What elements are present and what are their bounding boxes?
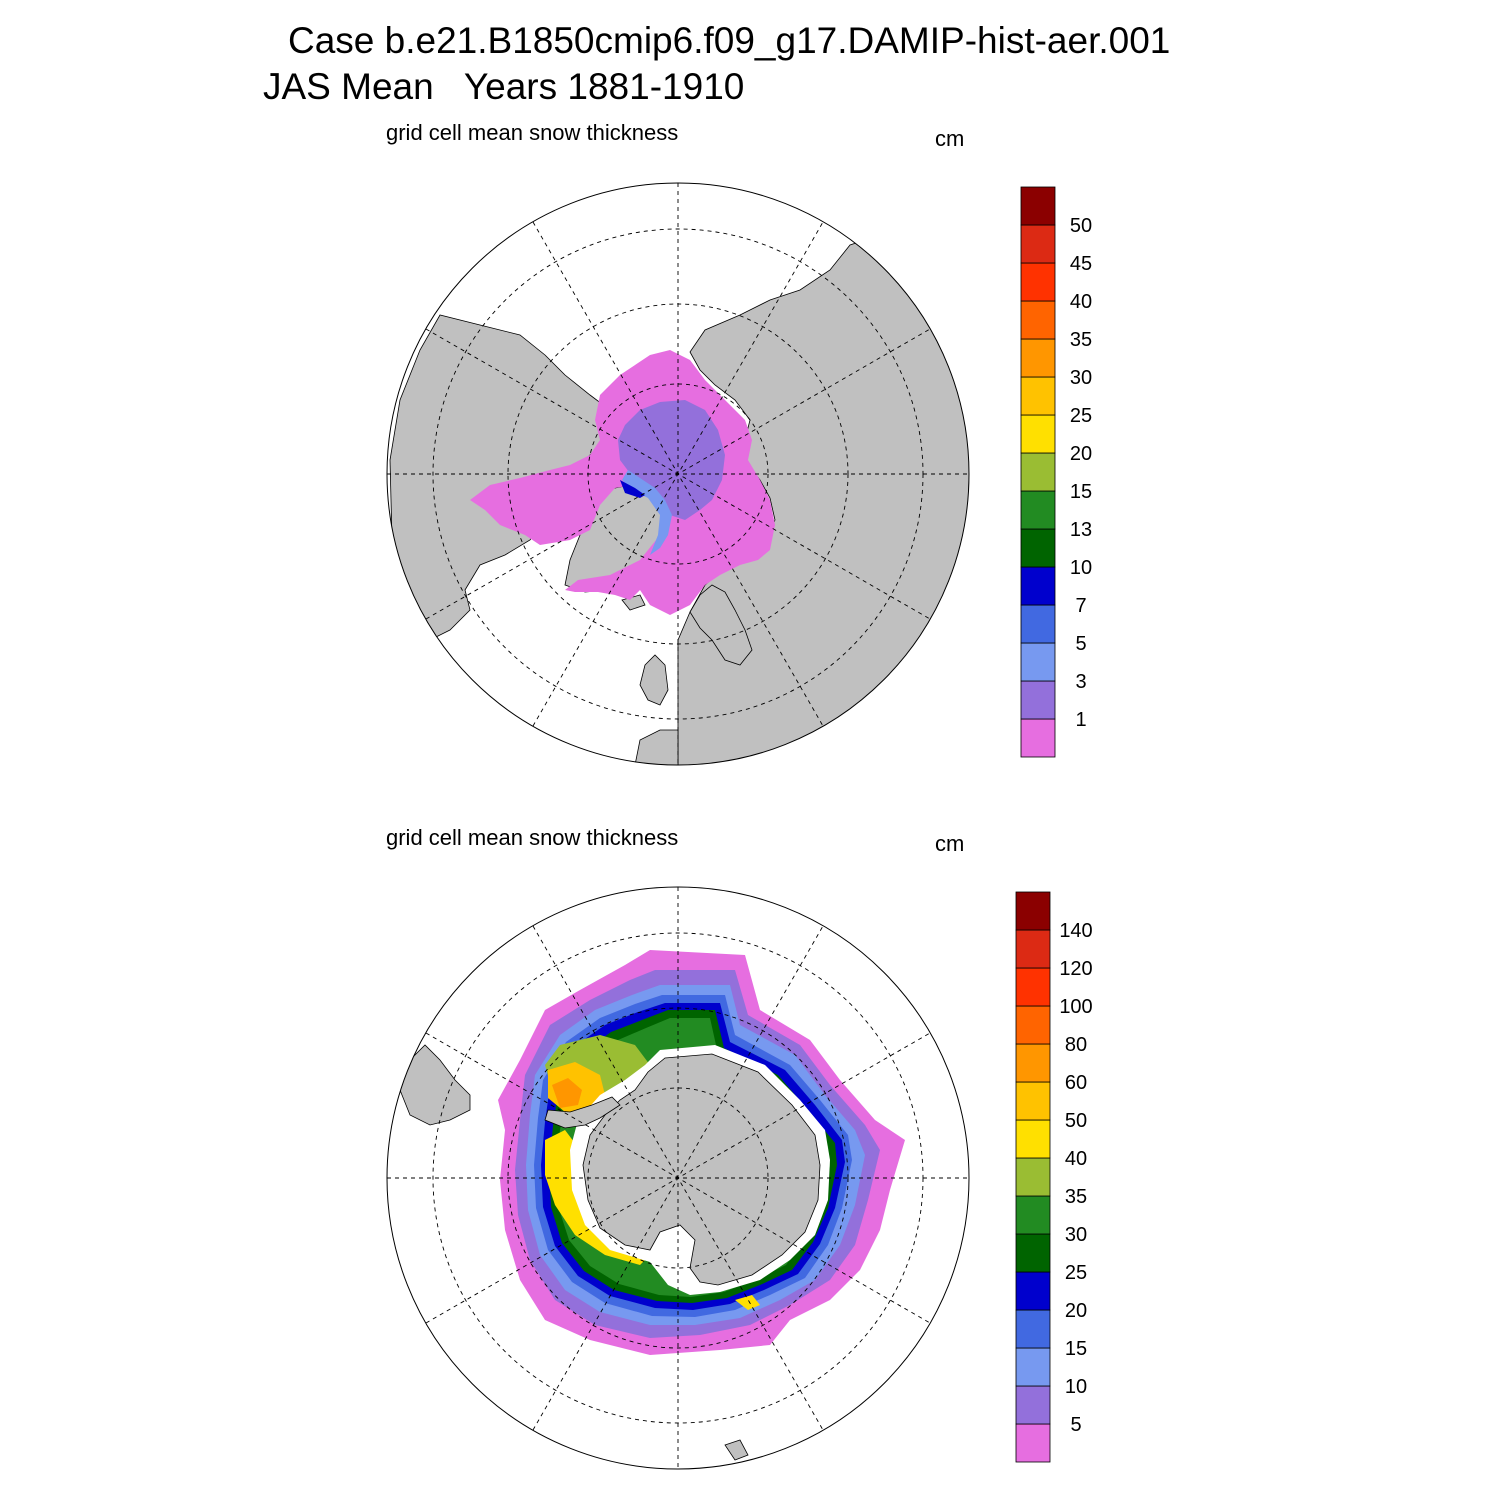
north-colorbar-label: 13 <box>1070 519 1092 541</box>
north-colorbar-label: 3 <box>1075 671 1086 693</box>
south-colorbar-label: 10 <box>1065 1376 1087 1398</box>
north-colorbar-label: 1 <box>1075 709 1086 731</box>
north-colorbar-swatch <box>1020 490 1056 530</box>
north-colorbar-label: 45 <box>1070 253 1092 275</box>
north-colorbar-swatch <box>1020 414 1056 454</box>
south-land-africa-tip <box>724 1439 749 1461</box>
north-colorbar-swatch <box>1020 338 1056 378</box>
north-colorbar-swatch <box>1020 566 1056 606</box>
south-colorbar-swatch <box>1015 929 1051 969</box>
south-colorbar-swatch <box>1015 1119 1051 1159</box>
south-colorbar-swatch <box>1015 1005 1051 1045</box>
north-colorbar-swatch <box>1020 300 1056 340</box>
north-colorbar-label: 35 <box>1070 329 1092 351</box>
south-colorbar-label: 40 <box>1065 1148 1087 1170</box>
north-map-border <box>386 182 970 766</box>
north-colorbar-label: 30 <box>1070 367 1092 389</box>
north-colorbar-swatch <box>1020 680 1056 720</box>
south-colorbar-swatch <box>1015 1195 1051 1235</box>
south-polar-map <box>387 887 969 1469</box>
south-colorbar-swatch <box>1015 891 1051 931</box>
south-colorbar-label: 15 <box>1065 1338 1087 1360</box>
south-colorbar-swatch <box>1015 1309 1051 1349</box>
south-colorbar-label: 140 <box>1059 920 1092 942</box>
south-colorbar-label: 120 <box>1059 958 1092 980</box>
north-colorbar-swatch <box>1020 452 1056 492</box>
south-colorbar-swatch <box>1015 1423 1051 1463</box>
panel-south-title: grid cell mean snow thickness <box>386 825 679 850</box>
south-colorbar-label: 30 <box>1065 1224 1087 1246</box>
north-colorbar-label: 50 <box>1070 215 1092 237</box>
north-colorbar-label: 40 <box>1070 291 1092 313</box>
south-colorbar-label: 50 <box>1065 1110 1087 1132</box>
south-colorbar-swatch <box>1015 1271 1051 1311</box>
south-colorbar-label: 100 <box>1059 996 1092 1018</box>
north-colorbar-swatch <box>1020 186 1056 226</box>
south-land-antarctic-peninsula <box>544 1096 621 1129</box>
south-graticule <box>387 887 969 1469</box>
figure-title-period: JAS Mean Years 1881-1910 <box>263 66 745 107</box>
north-colorbar-label: 10 <box>1070 557 1092 579</box>
north-colorbar-label: 25 <box>1070 405 1092 427</box>
south-land-antarctica <box>582 1053 821 1286</box>
north-colorbar-label: 20 <box>1070 443 1092 465</box>
south-seaice-snow-yellow-east <box>735 1295 760 1310</box>
south-land-south-america <box>399 1044 471 1126</box>
north-seaice-snow-1-3 <box>618 400 725 520</box>
south-colorbar-label: 80 <box>1065 1034 1087 1056</box>
north-colorbar-label: 5 <box>1075 633 1086 655</box>
panel-south-units: cm <box>935 831 965 856</box>
south-seaice-snow-60-80 <box>552 1078 582 1108</box>
north-graticule <box>387 183 969 765</box>
north-colorbar-label: 7 <box>1075 595 1086 617</box>
north-land-uk <box>639 654 669 706</box>
north-colorbar-swatch <box>1020 224 1056 264</box>
south-colorbar-swatch <box>1015 967 1051 1007</box>
south-colorbar-swatch <box>1015 1233 1051 1273</box>
panel-north-title: grid cell mean snow thickness <box>386 120 679 145</box>
south-colorbar-swatch <box>1015 1347 1051 1387</box>
north-colorbar-swatch <box>1020 376 1056 416</box>
south-colorbar: 5 10 15 20 25 30 35 40 50 60 80 100 120 140 <box>1015 891 1093 1463</box>
north-colorbar-swatch <box>1020 604 1056 644</box>
south-colorbar-swatch <box>1015 1043 1051 1083</box>
north-land-europe-south <box>634 729 679 765</box>
south-colorbar-label: 60 <box>1065 1072 1087 1094</box>
south-colorbar-swatch <box>1015 1081 1051 1121</box>
south-colorbar-label: 25 <box>1065 1262 1087 1284</box>
north-seaice-snow-5-7 <box>620 480 645 498</box>
north-land-scandinavia <box>689 584 753 666</box>
north-colorbar-swatch <box>1020 718 1056 758</box>
south-colorbar-label: 5 <box>1070 1414 1081 1436</box>
south-colorbar-label: 20 <box>1065 1300 1087 1322</box>
north-colorbar-swatch <box>1020 528 1056 568</box>
south-map-border <box>386 886 970 1470</box>
panel-north-units: cm <box>935 126 965 151</box>
north-colorbar-swatch <box>1020 642 1056 682</box>
south-colorbar-swatch <box>1015 1157 1051 1197</box>
north-colorbar-label: 15 <box>1070 481 1092 503</box>
south-colorbar-swatch <box>1015 1385 1051 1425</box>
figure-title-case: Case b.e21.B1850cmip6.f09_g17.DAMIP-hist… <box>288 20 1171 61</box>
north-colorbar-swatch <box>1020 262 1056 302</box>
south-colorbar-label: 35 <box>1065 1186 1087 1208</box>
